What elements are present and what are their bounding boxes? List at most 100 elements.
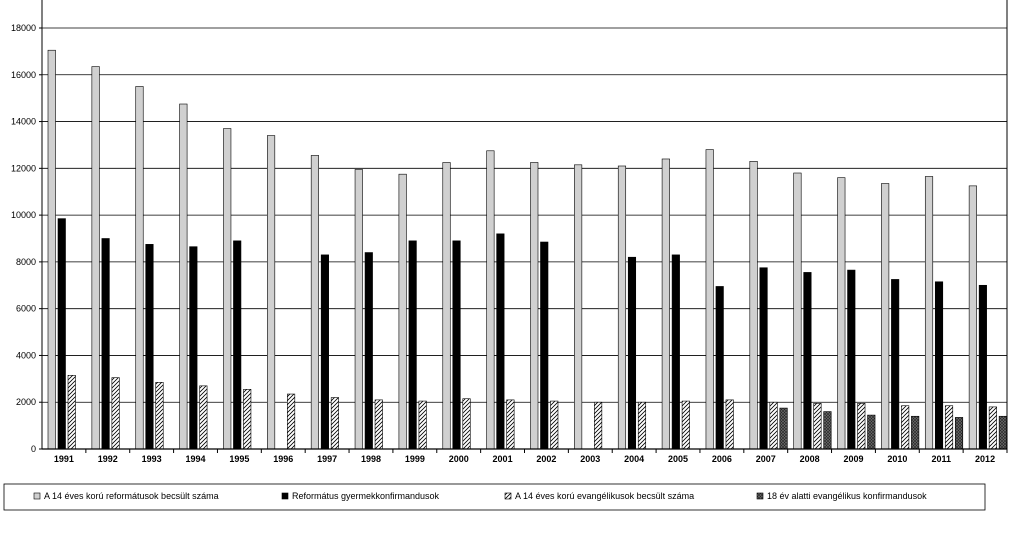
bar-series-2-2011 [934, 281, 944, 450]
x-tick-label: 1998 [361, 454, 381, 464]
x-axis-ticks: 1991 1992 1993 1994 1995 1996 1997 1998 1999 2000… [54, 449, 1008, 464]
bar-series-2-2012 [978, 284, 987, 450]
bar-series-1-1996 [267, 135, 276, 450]
legend-box [3, 483, 986, 511]
x-tick-label: 1999 [405, 454, 425, 464]
bar-series-3-1995 [243, 389, 252, 450]
legend-swatch-series-4 [756, 492, 764, 500]
bar-series-1-1995 [223, 128, 232, 450]
bar-series-2-1994 [189, 246, 198, 450]
bar-series-1-2002 [530, 162, 539, 450]
bar-series-3-2006 [725, 399, 734, 450]
x-tick-label: 2004 [624, 454, 644, 464]
bar-series-1-2006 [705, 149, 714, 450]
y-tick-label: 2000 [16, 397, 36, 407]
bar-series-2-2007 [759, 267, 768, 450]
bar-series-1-2010 [881, 183, 890, 450]
bar-series-2-1999 [408, 240, 417, 450]
bar-series-2-1998 [364, 252, 373, 450]
bar-series-2-2010 [891, 279, 900, 450]
x-tick-label: 1995 [229, 454, 249, 464]
bar-series-3-2004 [637, 401, 647, 450]
x-tick-label: 1992 [98, 454, 118, 464]
legend-label-series-3: A 14 éves korú evangélikusok becsült szá… [515, 491, 694, 501]
y-tick-label: 4000 [16, 350, 36, 360]
legend-swatch-series-2 [281, 492, 289, 500]
bar-series-1-1998 [354, 169, 363, 450]
x-tick-label: 2011 [931, 454, 951, 464]
bar-series-3-1998 [374, 399, 383, 450]
bar-series-1-2000 [442, 162, 451, 450]
x-tick-label: 1997 [317, 454, 337, 464]
y-tick-label: 12000 [11, 163, 36, 173]
bar-series-1-1992 [91, 66, 100, 450]
bar-series-2-1993 [145, 244, 154, 450]
bar-series-1-2012 [968, 185, 977, 450]
bar-series-4-2008 [823, 411, 832, 450]
bar-series-1-1999 [398, 173, 407, 450]
bar-series-4-2009 [867, 414, 876, 450]
x-tick-label: 2012 [975, 454, 995, 464]
legend: A 14 éves korú reformátusok becsült szám… [3, 483, 986, 511]
x-tick-label: 2005 [668, 454, 688, 464]
bar-series-3-1994 [199, 385, 208, 450]
x-tick-label: 2009 [843, 454, 863, 464]
legend-swatch-series-3 [504, 492, 512, 500]
bar-series-1-2005 [661, 158, 670, 450]
bar-series-1-2003 [574, 164, 583, 450]
x-tick-label: 1991 [54, 454, 74, 464]
bar-series-3-1999 [418, 400, 427, 450]
bar-series-3-1996 [287, 393, 296, 450]
legend-swatch-series-1 [33, 492, 41, 500]
bar-series-2-2008 [803, 272, 812, 450]
grid [42, 27, 1007, 403]
bar-series-2-2002 [540, 241, 549, 450]
y-tick-label: 0 [31, 444, 36, 454]
bar-series-1-1991 [47, 49, 56, 450]
bar-series-1-2007 [749, 161, 758, 450]
bar-series-3-2003 [594, 401, 603, 450]
bar-series-1-2001 [486, 150, 495, 450]
bar-series-1-2008 [793, 172, 802, 450]
bar-series-1-2011 [924, 176, 934, 450]
bar-series-2-2009 [847, 269, 856, 450]
y-tick-label: 6000 [16, 304, 36, 314]
bar-series-3-2008 [813, 403, 822, 450]
x-tick-label: 1993 [142, 454, 162, 464]
bar-series-2-2001 [496, 233, 505, 450]
bar-series-2-1997 [320, 254, 329, 450]
bar-series-2-1995 [233, 240, 242, 450]
bar-series-3-2002 [550, 400, 559, 450]
x-tick-label: 2001 [493, 454, 513, 464]
bar-series-2-2005 [671, 254, 680, 450]
bars [47, 49, 1007, 450]
bar-series-3-1991 [67, 375, 76, 450]
y-axis-ticks: 0 2000 4000 6000 8000 10000 12000 14000 16000 180… [11, 23, 42, 454]
legend-label-series-1: A 14 éves korú reformátusok becsült szám… [44, 491, 219, 501]
x-tick-label: 2006 [712, 454, 732, 464]
legend-label-series-2: Református gyermekkonfirmandusok [292, 491, 440, 501]
x-tick-label: 1994 [186, 454, 206, 464]
bar-series-3-2001 [506, 399, 515, 450]
bar-series-1-1997 [310, 155, 319, 450]
bar-series-3-2007 [769, 401, 778, 450]
y-tick-label: 14000 [11, 117, 36, 127]
bar-series-1-2004 [617, 165, 627, 450]
bar-series-2-1992 [101, 238, 110, 450]
x-tick-label: 1996 [273, 454, 293, 464]
x-tick-label: 2003 [580, 454, 600, 464]
bar-series-4-2010 [911, 415, 920, 450]
bar-series-3-1992 [111, 377, 120, 450]
bar-series-2-2000 [452, 240, 461, 450]
x-tick-label: 2007 [756, 454, 776, 464]
x-tick-label: 2010 [887, 454, 907, 464]
x-tick-label: 2002 [536, 454, 556, 464]
bar-series-1-1993 [135, 86, 144, 450]
bar-series-4-2011 [954, 417, 964, 450]
bar-series-3-1993 [155, 382, 164, 450]
bar-series-1-2009 [837, 177, 846, 450]
x-tick-label: 2008 [800, 454, 820, 464]
y-tick-label: 16000 [11, 70, 36, 80]
